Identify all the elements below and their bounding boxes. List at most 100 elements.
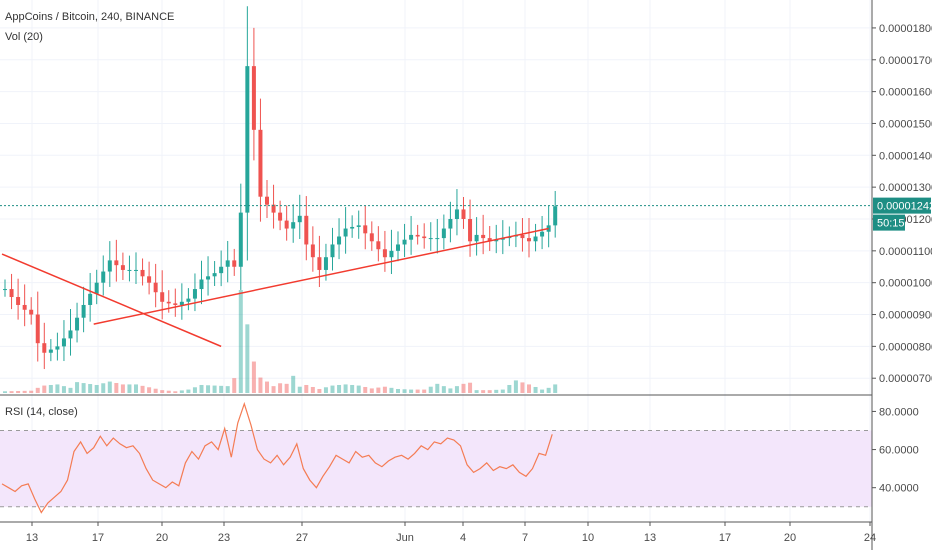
- candle-body: [553, 206, 558, 226]
- volume-bar: [232, 378, 237, 393]
- countdown-badge-box: [873, 214, 905, 231]
- candle-body: [186, 298, 191, 302]
- volume-bar: [546, 387, 551, 393]
- time-tick-label: 7: [522, 532, 528, 544]
- volume-bar: [134, 384, 138, 393]
- candle-body: [494, 239, 499, 242]
- volume-bar: [55, 384, 60, 393]
- price-tick-label: 0.00001600: [879, 87, 932, 99]
- candle-body: [389, 250, 394, 258]
- volume-bar: [520, 382, 525, 393]
- volume-bar: [494, 389, 499, 393]
- volume-bar: [160, 390, 165, 393]
- price-tick-label: 0.00000800: [879, 341, 932, 353]
- rsi-tick-label: 40.0000: [879, 483, 919, 495]
- candle-body: [192, 289, 197, 299]
- candle-body: [448, 218, 453, 229]
- volume-bar: [29, 390, 34, 393]
- candle-body: [356, 225, 361, 227]
- volume-bar: [487, 390, 492, 393]
- time-tick-label: 20: [784, 532, 796, 544]
- candle-body: [3, 289, 7, 291]
- volume-bar: [507, 384, 512, 393]
- rsi-tick-label: 80.0000: [879, 406, 919, 418]
- volume-bar: [225, 386, 230, 393]
- volume-bar: [481, 390, 486, 393]
- candle-body: [527, 238, 531, 242]
- volume-bar: [527, 384, 531, 393]
- price-badge-box: [873, 197, 931, 214]
- trendline[interactable]: [1, 253, 222, 348]
- rsi-legend: RSI (14, close): [5, 406, 78, 418]
- countdown-value: 50:15: [877, 218, 905, 230]
- volume-bar: [147, 387, 152, 393]
- candle-body: [474, 234, 479, 242]
- volume-bar: [61, 386, 66, 393]
- candle-body: [219, 266, 224, 274]
- candle-body: [350, 226, 355, 229]
- candle-body: [101, 271, 106, 283]
- volume-bar: [127, 384, 132, 393]
- candle-body: [245, 66, 250, 213]
- time-tick-label: 13: [644, 532, 656, 544]
- time-tick-label: 10: [582, 532, 594, 544]
- volume-bar: [474, 390, 479, 393]
- volume-bar: [350, 384, 355, 393]
- volume-bar: [409, 389, 414, 393]
- candle-body: [461, 209, 466, 219]
- volume-bar: [337, 384, 342, 393]
- volume-bar: [114, 382, 119, 393]
- candle-body: [291, 222, 296, 229]
- volume-bar: [553, 384, 558, 393]
- candle-body: [369, 233, 374, 242]
- volume-bar: [330, 385, 335, 393]
- volume-bar: [206, 385, 211, 393]
- candle-body: [22, 304, 27, 310]
- volume-legend: Vol (20): [5, 31, 43, 43]
- trendline[interactable]: [93, 227, 549, 325]
- candle-body: [153, 282, 158, 293]
- time-tick-label: 17: [719, 532, 731, 544]
- candle-body: [343, 228, 348, 237]
- candle-body: [284, 220, 289, 229]
- candle-body: [48, 349, 53, 353]
- candle-body: [120, 265, 125, 270]
- volume-bar: [343, 384, 348, 393]
- candle-body: [88, 293, 93, 305]
- time-tick-label: 23: [218, 532, 230, 544]
- price-tick-label: 0.00001000: [879, 278, 932, 290]
- candle-body: [409, 234, 414, 240]
- candle-body: [55, 346, 60, 350]
- volume-bars: [3, 290, 558, 393]
- volume-bar: [265, 381, 269, 393]
- candle-body: [382, 249, 387, 258]
- candle-body: [481, 234, 486, 239]
- candle-body: [265, 196, 269, 205]
- time-tick-label: 17: [92, 532, 104, 544]
- candle-body: [179, 301, 184, 305]
- volume-bar: [153, 388, 158, 393]
- candle-body: [251, 66, 256, 130]
- candle-body: [271, 204, 276, 213]
- candle-body: [94, 282, 99, 294]
- price-tick-label: 0.00001100: [879, 246, 932, 258]
- candle-body: [29, 309, 34, 315]
- time-axis[interactable]: 13 17 20 23 27 Jun 4 7 10 13 17 20 24: [26, 522, 876, 544]
- candle-body: [376, 241, 381, 250]
- volume-bar: [35, 387, 40, 393]
- volume-bar: [42, 385, 47, 393]
- candle-body: [533, 236, 538, 242]
- candle-body: [323, 257, 328, 270]
- candle-body: [238, 212, 243, 267]
- price-tick-label: 0.00001700: [879, 55, 932, 67]
- volume-bar: [101, 383, 106, 393]
- volume-bar: [271, 386, 276, 393]
- candle-body: [540, 231, 545, 237]
- candle-body: [127, 269, 132, 271]
- volume-bar: [166, 390, 171, 393]
- rsi-axis[interactable]: 80.0000 60.0000 40.0000: [872, 406, 919, 495]
- volume-bar: [68, 387, 73, 393]
- candle-body: [147, 276, 152, 283]
- volume-bar: [317, 388, 322, 393]
